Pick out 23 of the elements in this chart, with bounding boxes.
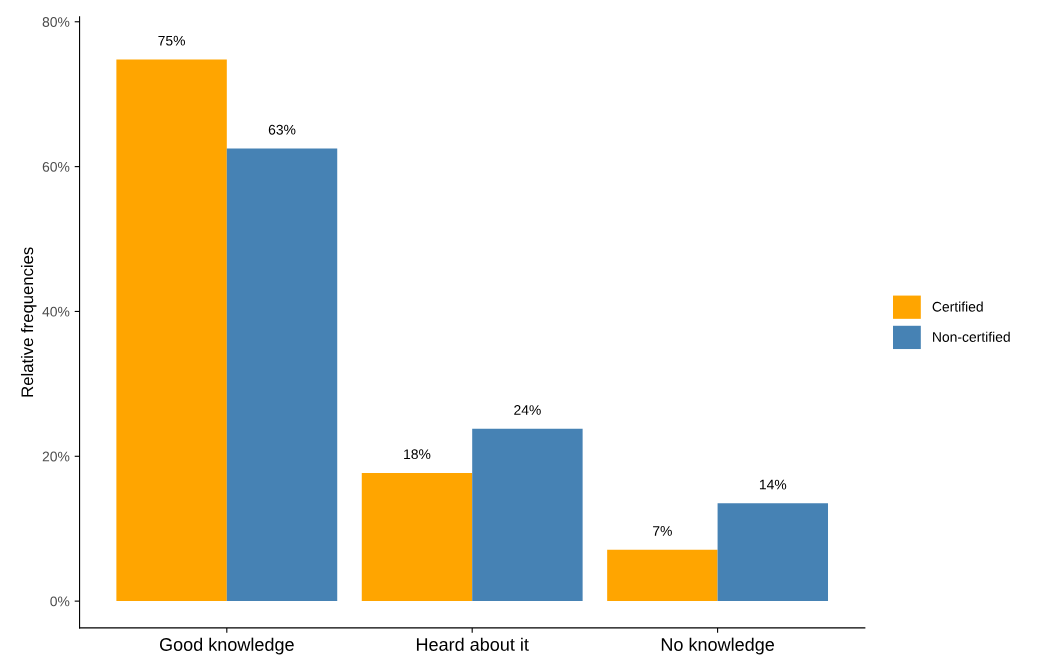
y-tick-label: 60% (42, 161, 70, 172)
legend-label: Certified (932, 301, 983, 312)
bar (361, 472, 473, 602)
y-tick-label: 40% (42, 306, 70, 317)
data-label: 75% (158, 35, 185, 46)
bar (607, 549, 718, 602)
bar (226, 148, 338, 602)
x-tick-label: Heard about it (416, 637, 529, 651)
y-tick-label: 20% (42, 451, 70, 462)
legend-label: Non-certified (933, 331, 1010, 342)
data-label: 7% (653, 526, 672, 536)
data-label: 14% (759, 479, 787, 490)
x-tick-label: No knowledge (661, 637, 774, 655)
y-tick-label: 0% (50, 596, 70, 607)
bar (116, 59, 227, 602)
bar (717, 503, 829, 602)
y-axis-title: Relative frequencies (20, 247, 37, 397)
data-label: 63% (268, 124, 296, 135)
data-label: 24% (514, 405, 541, 415)
y-tick-label: 80% (42, 17, 70, 27)
x-tick-label: Good knowledge (159, 637, 294, 655)
bar (472, 428, 583, 602)
data-label: 18% (404, 449, 431, 460)
